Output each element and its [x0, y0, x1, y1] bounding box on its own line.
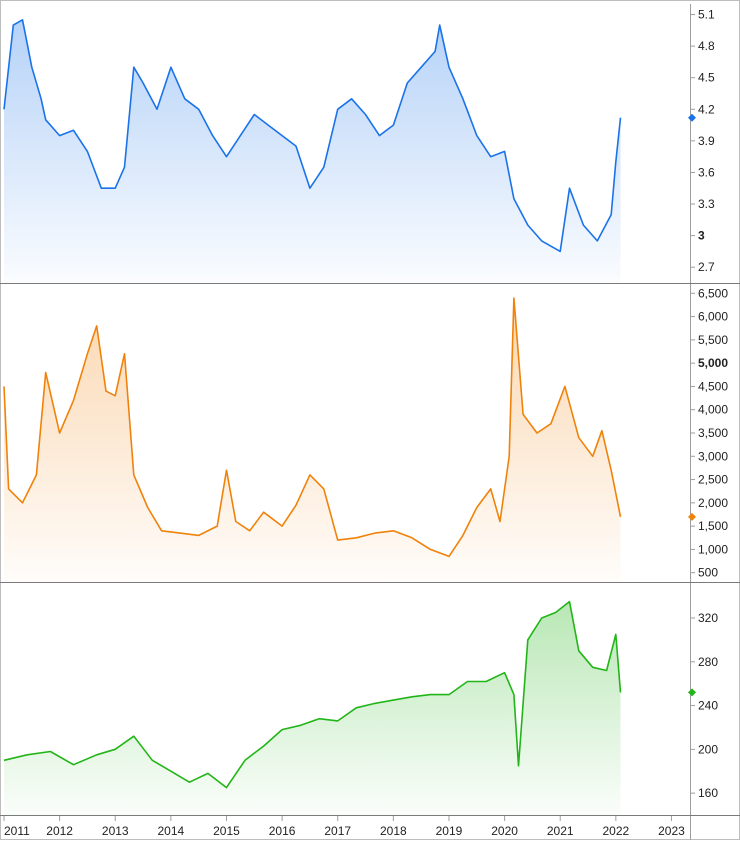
y-tick-label: 6,500 — [698, 286, 728, 300]
panel-1: 5.1 4.8 4.5 4.2 3.9 3.6 3.3 3 2.7 — [0, 4, 740, 284]
y-tick-label: 3,000 — [698, 449, 728, 463]
y-tick-label: 2,000 — [698, 496, 728, 510]
y-tick-label: 5.1 — [698, 8, 715, 22]
y-tick-label: 320 — [698, 611, 718, 625]
x-tick-label: 2012 — [46, 824, 73, 838]
y-tick-label: 1,000 — [698, 542, 728, 556]
y-tick-label: 1,500 — [698, 519, 728, 533]
panel-3: 320 280 240 200 160 — [0, 583, 740, 816]
y-tick-label: 200 — [698, 742, 718, 756]
y-tick-label: 280 — [698, 655, 718, 669]
x-tick-label: 2017 — [324, 824, 351, 838]
y-tick-label: 3.9 — [698, 134, 715, 148]
x-tick-label: 2022 — [602, 824, 629, 838]
y-tick-label: 4,000 — [698, 403, 728, 417]
series-3-area — [4, 601, 621, 815]
series-2-area — [4, 298, 621, 582]
x-tick-label: 2014 — [158, 824, 185, 838]
x-tick-label: 2020 — [491, 824, 518, 838]
y-tick-label: 6,000 — [698, 310, 728, 324]
y-tick-label: 160 — [698, 786, 718, 800]
series-1-line — [3, 19, 622, 253]
y-tick-label: 4.5 — [698, 71, 715, 85]
series-2-line — [3, 297, 622, 558]
y-tick-label: 3.3 — [698, 197, 715, 211]
series-1-area — [4, 19, 621, 284]
y-tick-label: 240 — [698, 699, 718, 713]
y-tick-label: 3 — [698, 229, 705, 243]
y-tick-label: 5,500 — [698, 333, 728, 347]
y-tick-label: 2,500 — [698, 473, 728, 487]
panel-2: 6,500 6,000 5,500 5,000 4,500 4,000 3,500 3,000… — [0, 284, 740, 583]
x-tick-label: 2011 — [4, 824, 30, 838]
y-tick-label: 3.6 — [698, 165, 715, 179]
y-tick-label: 3,500 — [698, 426, 728, 440]
y-tick-label: 500 — [698, 566, 718, 580]
x-tick-label: 2023 — [658, 824, 685, 838]
y-tick-label: 2.7 — [698, 260, 715, 274]
x-tick-label: 2018 — [380, 824, 407, 838]
x-tick-label: 2013 — [102, 824, 129, 838]
x-axis: 2011 2012 2013 2014 2015 2016 2017 2018 2019 2020… — [0, 815, 740, 840]
x-tick-label: 2016 — [269, 824, 296, 838]
y-tick-label: 5,000 — [698, 356, 728, 370]
last-value-marker — [688, 688, 696, 697]
y-tick-label: 4,500 — [698, 379, 728, 393]
series-3-line — [3, 600, 622, 789]
y-tick-label: 4.2 — [698, 102, 715, 116]
x-tick-label: 2019 — [436, 824, 463, 838]
x-tick-label: 2021 — [547, 824, 574, 838]
y-tick-label: 4.8 — [698, 39, 715, 53]
last-value-marker — [688, 512, 696, 521]
x-tick-label: 2015 — [213, 824, 240, 838]
last-value-marker — [688, 113, 696, 122]
